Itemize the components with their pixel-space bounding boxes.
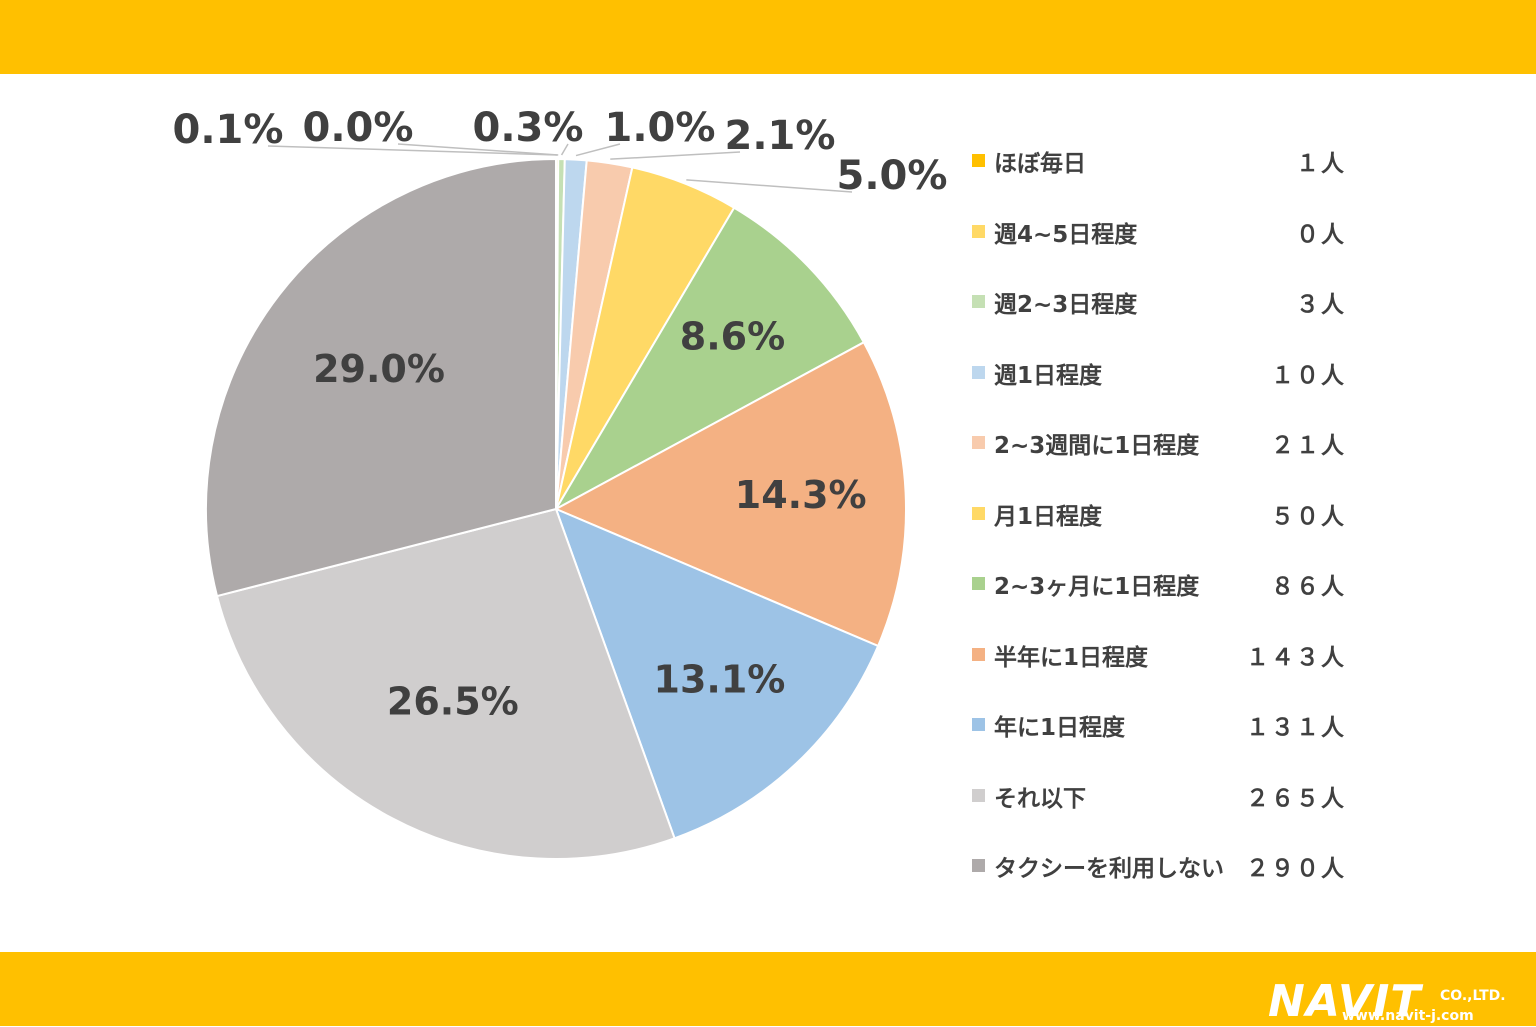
legend-count: １０人 (1271, 362, 1346, 389)
legend-count: ２１人 (1271, 433, 1346, 459)
legend-count: １３１人 (1246, 715, 1346, 741)
leader-line (397, 143, 559, 156)
bottom-banner (0, 952, 1536, 1026)
leader-line (686, 179, 853, 193)
data-label: 1.0% (605, 105, 716, 151)
legend-count: ５０人 (1271, 503, 1346, 530)
legend-swatch (972, 365, 985, 379)
data-label: 2.1% (725, 113, 836, 159)
legend-swatch (972, 859, 985, 872)
legend-label: 2~3週間に1日程度 (994, 433, 1200, 459)
data-label: 8.6% (680, 315, 785, 359)
pie-slice (554, 507, 880, 840)
legend-label: 年に1日程度 (994, 715, 1126, 741)
pie-slice (215, 507, 676, 860)
legend-label: タクシーを利用しない (994, 856, 1224, 882)
legend-item: ほぼ毎日 １人 (972, 142, 1392, 213)
leader-line (267, 145, 558, 156)
legend-item: 週4~5日程度 ０人 (972, 213, 1392, 284)
legend-item: 月1日程度 ５０人 (972, 495, 1392, 566)
data-label: 0.0% (303, 105, 414, 151)
logo-mark: NAVIT (1268, 976, 1422, 1027)
legend-label: 半年に1日程度 (994, 644, 1149, 671)
leader-line (610, 151, 741, 160)
legend-swatch (972, 577, 985, 590)
legend-item: 2~3ヶ月に1日程度 ８６人 (972, 565, 1392, 636)
legend-label: 2~3ヶ月に1日程度 (994, 574, 1200, 600)
legend-label: ほぼ毎日 (994, 151, 1086, 177)
legend-label: 週4~5日程度 (994, 221, 1138, 248)
data-label: 0.3% (473, 105, 584, 151)
company-logo: NAVIT CO.,LTD. www.navit-j.com (1268, 976, 1526, 1027)
leader-line (560, 143, 569, 156)
legend-label: 週1日程度 (994, 362, 1103, 389)
logo-url: www.navit-j.com (1342, 1008, 1474, 1024)
data-label: 26.5% (387, 679, 519, 723)
pie-slice (205, 157, 557, 598)
legend-count: ０人 (1296, 221, 1346, 248)
legend-item: 2~3週間に1日程度 ２１人 (972, 424, 1392, 495)
legend-label: 週2~3日程度 (994, 292, 1138, 318)
legend-count: ２６５人 (1246, 785, 1346, 812)
legend-item: 半年に1日程度 １４３人 (972, 636, 1392, 707)
chart-legend: ほぼ毎日 １人 週4~5日程度 ０人 週2~3日程度 ３人 週1日程度 １０人 … (972, 142, 1392, 918)
legend-label: 月1日程度 (994, 503, 1103, 530)
legend-item: 週2~3日程度 ３人 (972, 283, 1392, 354)
legend-swatch (972, 295, 985, 308)
legend-count: ８６人 (1271, 574, 1346, 600)
logo-suffix: CO.,LTD. (1440, 988, 1506, 1004)
legend-swatch (972, 506, 985, 520)
pie-slice (553, 206, 866, 512)
legend-count: １人 (1296, 151, 1346, 177)
legend-swatch (972, 647, 985, 661)
legend-label: それ以下 (994, 785, 1086, 812)
legend-swatch (972, 718, 985, 731)
legend-swatch (972, 154, 985, 167)
legend-count: １４３人 (1246, 644, 1346, 671)
top-banner (0, 0, 1536, 74)
data-label: 0.1% (173, 107, 284, 153)
legend-item: 週1日程度 １０人 (972, 354, 1392, 425)
legend-swatch (972, 436, 985, 449)
data-label: 14.3% (735, 473, 867, 517)
data-label: 29.0% (313, 347, 445, 391)
legend-count: ３人 (1296, 292, 1346, 318)
legend-item: それ以下 ２６５人 (972, 777, 1392, 848)
legend-swatch (972, 224, 985, 238)
legend-count: ２９０人 (1246, 856, 1346, 882)
data-label: 13.1% (654, 657, 786, 701)
legend-item: タクシーを利用しない ２９０人 (972, 847, 1392, 918)
pie-slice (553, 340, 907, 648)
legend-item: 年に1日程度 １３１人 (972, 706, 1392, 777)
legend-swatch (972, 788, 985, 802)
data-label: 5.0% (837, 153, 948, 199)
leader-line (575, 143, 621, 157)
